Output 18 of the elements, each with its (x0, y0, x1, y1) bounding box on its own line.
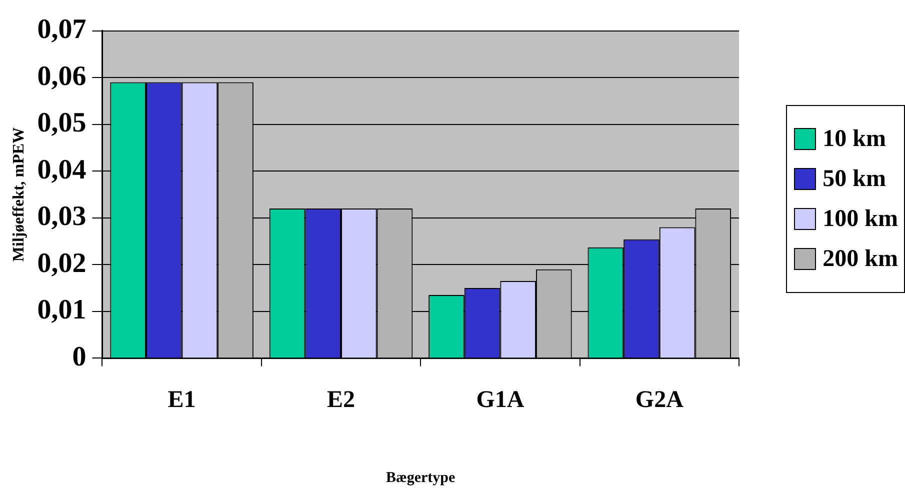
y-tick-label: 0,04 (37, 154, 86, 186)
y-tick-label: 0,05 (37, 108, 86, 139)
legend-label: 50 km (822, 165, 886, 194)
y-tick-label: 0 (72, 341, 86, 372)
y-tick-label: 0,02 (37, 248, 86, 279)
y-tick-label: 0,06 (37, 60, 86, 92)
y-axis-title: Miljøeffekt, mPEW (10, 127, 28, 262)
y-tick-label: 0,03 (37, 201, 86, 232)
legend-label: 100 km (822, 205, 898, 234)
x-tick-label: E2 (326, 386, 356, 413)
y-tick-label: 0,01 (37, 294, 86, 326)
y-tick-label: 0,07 (37, 14, 86, 46)
x-tick-label: G1A (476, 386, 525, 413)
x-tick-label: G2A (635, 386, 684, 413)
x-axis-title: Bægertype (386, 470, 456, 486)
legend-label: 10 km (822, 125, 886, 154)
x-tick-label: E1 (168, 386, 196, 413)
legend-label: 200 km (822, 245, 898, 274)
